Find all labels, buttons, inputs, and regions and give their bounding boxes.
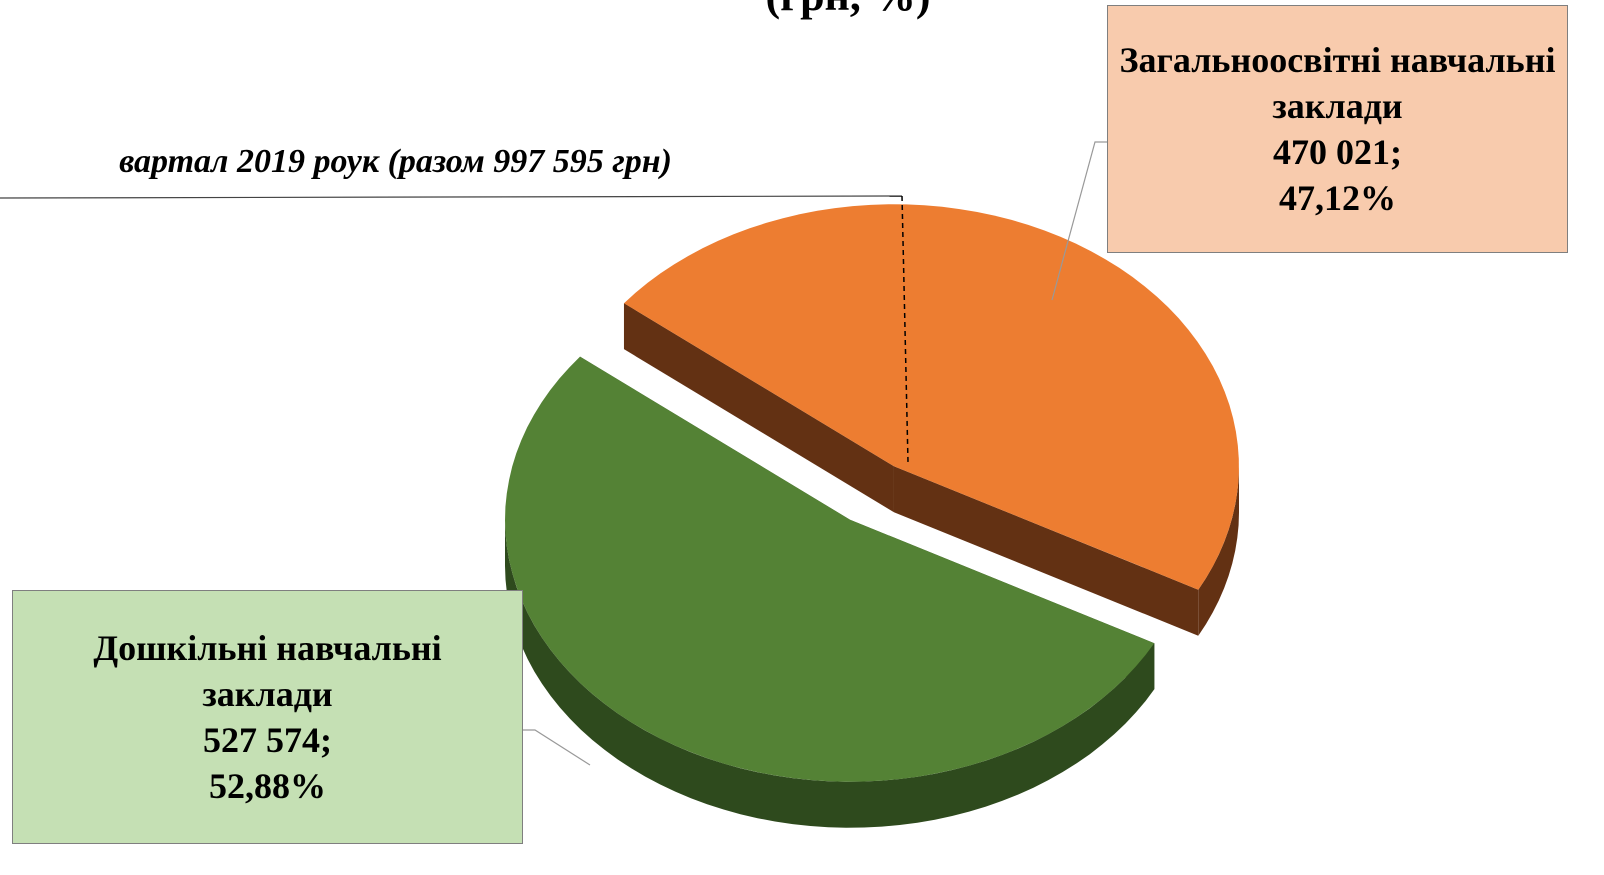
label-connector (522, 729, 591, 766)
chart-title: (грн, %) (765, 0, 930, 20)
percent-label: 52,88% (209, 766, 326, 806)
slice-side (623, 303, 894, 513)
slice-side (893, 466, 1199, 636)
slice (624, 204, 1239, 590)
slice (505, 356, 1155, 782)
value-label: 527 574; (203, 720, 332, 760)
value-label: 470 021; (1273, 132, 1402, 172)
label-connector (1051, 141, 1107, 301)
category-label: Загальноосвітні навчальні заклади (1119, 40, 1556, 126)
percent-label: 47,12% (1279, 178, 1396, 218)
category-label: Дошкільні навчальні заклади (93, 628, 442, 714)
data-label: Дошкільні навчальні заклади 527 574; 52,… (12, 590, 523, 844)
pie (505, 204, 1239, 828)
chart-subtitle: вартал 2019 роук (разом 997 595 грн) (119, 143, 672, 180)
slice-side (505, 519, 1155, 828)
data-label: Загальноосвітні навчальні заклади 470 02… (1107, 5, 1568, 253)
leader-line (0, 195, 903, 199)
slice-side (1198, 466, 1239, 636)
